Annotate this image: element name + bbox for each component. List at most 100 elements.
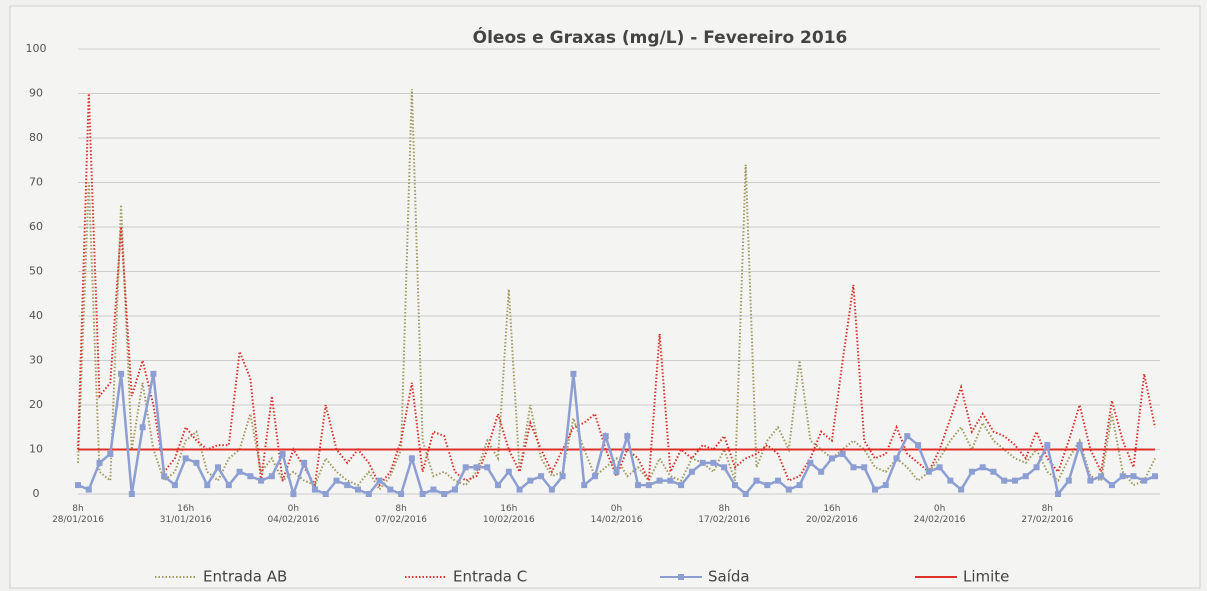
series-marker bbox=[344, 482, 351, 489]
series-marker bbox=[473, 464, 480, 471]
series-marker bbox=[958, 486, 965, 493]
series-marker bbox=[387, 486, 394, 493]
series-marker bbox=[75, 482, 81, 489]
chart-title: Óleos e Graxas (mg/L) - Fevereiro 2016 bbox=[473, 26, 848, 48]
series-marker bbox=[753, 477, 760, 484]
series-marker bbox=[516, 486, 523, 493]
series-marker bbox=[613, 468, 620, 475]
series-marker bbox=[279, 450, 286, 457]
series-marker bbox=[495, 482, 502, 489]
series-marker bbox=[839, 450, 846, 457]
legend-label: Entrada C bbox=[453, 568, 527, 586]
series-marker bbox=[861, 464, 868, 471]
series-marker bbox=[1001, 477, 1008, 484]
series-marker bbox=[527, 477, 534, 484]
series-marker bbox=[268, 473, 275, 480]
series-marker bbox=[645, 482, 652, 489]
series-marker bbox=[602, 433, 609, 440]
series-marker bbox=[128, 491, 135, 497]
series-marker bbox=[775, 477, 782, 484]
y-tick-label: 10 bbox=[29, 443, 43, 456]
series-marker bbox=[667, 477, 674, 484]
x-tick-label: 8h 17/02/2016 bbox=[698, 504, 751, 525]
series-marker bbox=[505, 468, 512, 475]
x-tick-label: 8h 07/02/2016 bbox=[375, 504, 428, 525]
series-marker bbox=[247, 473, 254, 480]
series-marker bbox=[161, 473, 168, 480]
series-marker bbox=[893, 455, 900, 462]
series-marker bbox=[430, 486, 437, 493]
series-marker bbox=[699, 459, 706, 466]
legend-label: Entrada AB bbox=[203, 568, 287, 586]
series-marker bbox=[96, 459, 103, 466]
y-tick-label: 70 bbox=[29, 176, 43, 189]
x-tick-label: 16h 31/01/2016 bbox=[159, 504, 212, 525]
x-tick-label: 8h 28/01/2016 bbox=[52, 504, 104, 525]
series-marker bbox=[1119, 473, 1126, 480]
legend-marker bbox=[678, 574, 684, 580]
series-marker bbox=[290, 491, 297, 497]
chart-border bbox=[9, 5, 1201, 589]
series-marker bbox=[1076, 442, 1083, 449]
series-marker bbox=[182, 455, 189, 462]
legend-label: Limite bbox=[963, 568, 1009, 586]
series-line bbox=[77, 93, 1156, 489]
series-marker bbox=[785, 486, 792, 493]
series-marker bbox=[731, 482, 738, 489]
series-marker bbox=[365, 491, 372, 497]
series-marker bbox=[1022, 473, 1029, 480]
series-marker bbox=[591, 473, 598, 480]
series-marker bbox=[225, 482, 232, 489]
series-marker bbox=[355, 486, 362, 493]
series-marker bbox=[947, 477, 954, 484]
series-marker bbox=[85, 486, 92, 493]
series-marker bbox=[1152, 473, 1158, 480]
series-marker bbox=[193, 459, 200, 466]
series-marker bbox=[936, 464, 943, 471]
series-marker bbox=[538, 473, 545, 480]
series-marker bbox=[311, 486, 318, 493]
series-marker bbox=[882, 482, 889, 489]
series-marker bbox=[1087, 477, 1094, 484]
series-marker bbox=[441, 491, 448, 497]
series-marker bbox=[236, 468, 243, 475]
series-marker bbox=[656, 477, 663, 484]
series-marker bbox=[462, 464, 469, 471]
series-marker bbox=[764, 482, 771, 489]
series-marker bbox=[925, 468, 932, 475]
series-marker bbox=[107, 450, 114, 457]
y-tick-label: 80 bbox=[29, 131, 43, 144]
y-tick-label: 30 bbox=[29, 354, 43, 367]
series-marker bbox=[301, 459, 308, 466]
series-marker bbox=[1098, 473, 1105, 480]
series-marker bbox=[818, 468, 825, 475]
x-tick-label: 16h 20/02/2016 bbox=[805, 504, 858, 525]
y-tick-label: 0 bbox=[33, 487, 40, 500]
series-marker bbox=[484, 464, 491, 471]
series-marker bbox=[688, 468, 695, 475]
series-marker bbox=[990, 468, 997, 475]
series-marker bbox=[742, 491, 749, 497]
series-marker bbox=[333, 477, 340, 484]
series-marker bbox=[1065, 477, 1072, 484]
series-line bbox=[77, 89, 1156, 492]
series-marker bbox=[398, 491, 405, 497]
x-tick-label: 16h 10/02/2016 bbox=[482, 504, 535, 525]
series-marker bbox=[150, 370, 157, 377]
series-marker bbox=[419, 491, 426, 497]
series-marker bbox=[979, 464, 986, 471]
series-marker bbox=[807, 459, 814, 466]
series-marker bbox=[635, 482, 642, 489]
series-marker bbox=[322, 491, 329, 497]
series-marker bbox=[1141, 477, 1148, 484]
series-marker bbox=[1055, 491, 1062, 497]
series-marker bbox=[721, 464, 728, 471]
y-tick-label: 20 bbox=[29, 398, 43, 411]
series-marker bbox=[215, 464, 222, 471]
series-marker bbox=[710, 459, 717, 466]
y-tick-label: 100 bbox=[26, 42, 47, 55]
legend-label: Saída bbox=[708, 568, 750, 586]
series-marker bbox=[559, 473, 566, 480]
series-marker bbox=[1033, 464, 1040, 471]
